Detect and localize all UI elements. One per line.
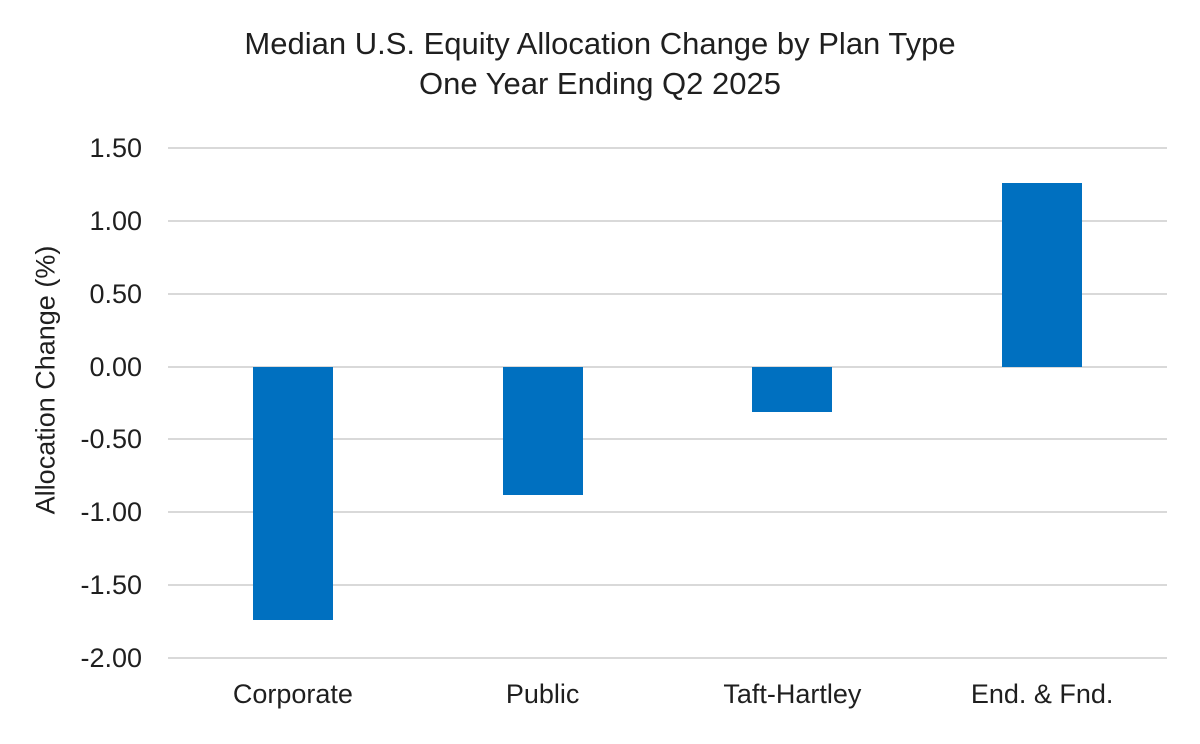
y-tick-label: -0.50	[80, 424, 142, 455]
plot-area	[168, 147, 1167, 659]
gridline	[168, 657, 1167, 659]
bar-taft-hartley	[752, 366, 833, 412]
y-tick-label: 0.50	[89, 278, 142, 309]
y-tick-label: 1.00	[89, 205, 142, 236]
gridline	[168, 438, 1167, 441]
gridline	[168, 292, 1167, 295]
gridline	[168, 147, 1167, 149]
x-category-label: Corporate	[232, 679, 353, 709]
y-tick-label: 0.00	[89, 351, 142, 382]
x-category-label: Taft-Hartley	[723, 679, 862, 709]
gridline	[168, 584, 1167, 587]
bar-end-fnd	[1002, 182, 1083, 367]
y-axis-tick-labels: 1.50 1.00 0.50 0.00 -0.50 -1.00 -1.50 -2.00	[0, 133, 142, 673]
gridlines	[168, 147, 1167, 659]
y-tick-label: -2.00	[80, 643, 142, 673]
chart-title-block: Median U.S. Equity Allocation Change by …	[0, 24, 1200, 104]
x-category-label: Public	[505, 679, 580, 709]
y-tick-label: -1.00	[80, 497, 142, 528]
x-axis-category-labels: Corporate Public Taft-Hartley End. & Fnd.	[168, 678, 1167, 714]
bars-layer	[168, 148, 1167, 658]
bar-public	[502, 366, 583, 495]
y-tick-label: -1.50	[80, 570, 142, 601]
gridline	[168, 219, 1167, 222]
chart-title: Median U.S. Equity Allocation Change by …	[244, 26, 956, 61]
y-tick-label: 1.50	[89, 133, 142, 163]
bar-corporate	[252, 366, 333, 621]
x-category-label: End. & Fnd.	[970, 679, 1114, 709]
gridline	[168, 511, 1167, 514]
gridline	[168, 365, 1167, 368]
chart-subtitle: One Year Ending Q2 2025	[419, 66, 781, 101]
